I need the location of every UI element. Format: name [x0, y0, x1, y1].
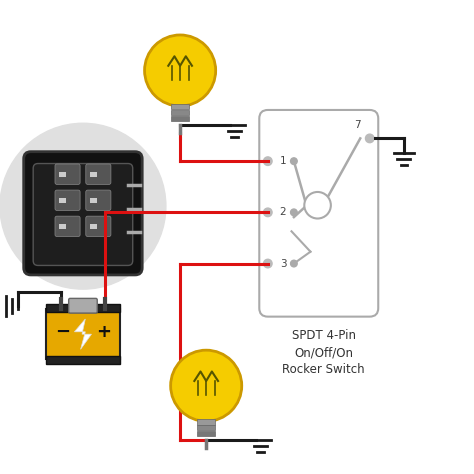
Circle shape [291, 209, 297, 216]
FancyBboxPatch shape [86, 216, 111, 237]
FancyBboxPatch shape [55, 190, 80, 210]
FancyBboxPatch shape [55, 164, 80, 184]
FancyBboxPatch shape [90, 198, 97, 203]
FancyBboxPatch shape [69, 299, 97, 313]
FancyBboxPatch shape [90, 172, 97, 177]
Text: −: − [55, 323, 70, 341]
Circle shape [0, 123, 166, 289]
Polygon shape [74, 319, 91, 349]
FancyBboxPatch shape [46, 304, 119, 312]
Circle shape [264, 208, 272, 217]
FancyBboxPatch shape [86, 164, 111, 184]
Text: 7: 7 [355, 120, 361, 130]
FancyBboxPatch shape [46, 356, 119, 364]
FancyBboxPatch shape [90, 224, 97, 229]
FancyBboxPatch shape [55, 216, 80, 237]
FancyBboxPatch shape [259, 110, 378, 317]
FancyBboxPatch shape [86, 190, 111, 210]
Text: +: + [96, 323, 111, 341]
Circle shape [365, 134, 374, 143]
Circle shape [291, 260, 297, 267]
Text: 2: 2 [280, 207, 286, 218]
FancyBboxPatch shape [197, 425, 215, 430]
FancyBboxPatch shape [59, 172, 66, 177]
FancyBboxPatch shape [197, 431, 215, 436]
FancyBboxPatch shape [59, 224, 66, 229]
Text: SPDT 4-Pin
On/Off/On
Rocker Switch: SPDT 4-Pin On/Off/On Rocker Switch [282, 329, 365, 376]
Circle shape [304, 192, 331, 219]
FancyBboxPatch shape [171, 116, 189, 121]
Text: 1: 1 [280, 156, 286, 166]
Circle shape [145, 35, 216, 106]
FancyBboxPatch shape [46, 310, 119, 359]
FancyBboxPatch shape [59, 198, 66, 203]
Circle shape [264, 259, 272, 268]
Text: 3: 3 [280, 258, 286, 269]
FancyBboxPatch shape [33, 164, 133, 265]
FancyBboxPatch shape [171, 110, 189, 115]
FancyBboxPatch shape [24, 152, 142, 275]
Circle shape [171, 350, 242, 421]
FancyBboxPatch shape [197, 419, 215, 425]
Circle shape [264, 157, 272, 165]
FancyBboxPatch shape [171, 104, 189, 109]
Circle shape [291, 158, 297, 164]
